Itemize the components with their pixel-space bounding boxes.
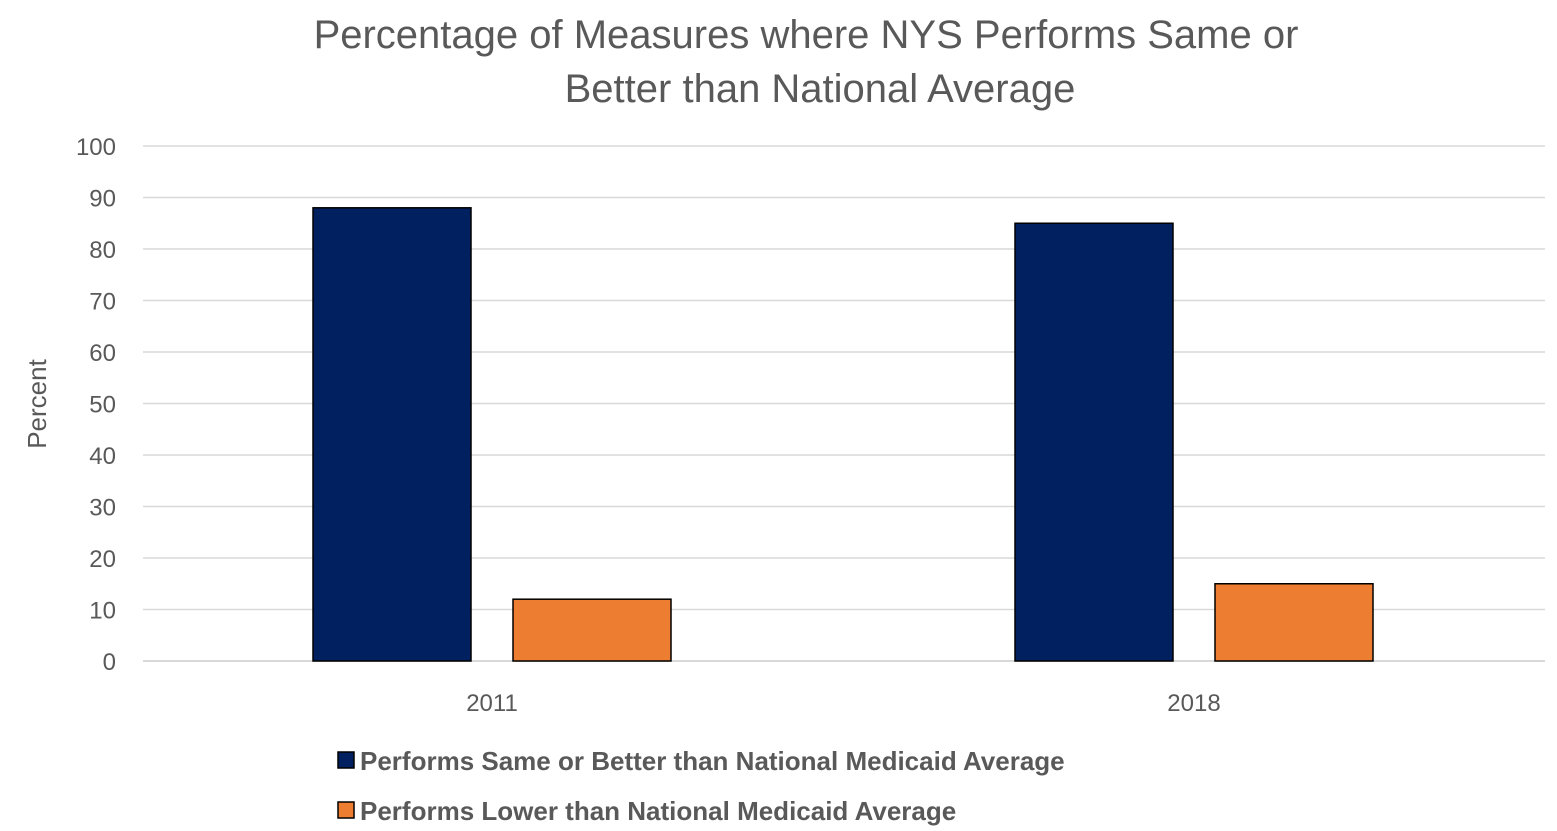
y-tick-label: 50 <box>89 392 116 419</box>
legend-swatch <box>337 751 355 769</box>
legend: Performs Same or Better than National Me… <box>337 746 1065 826</box>
y-tick-label: 100 <box>76 134 116 161</box>
y-tick-label: 0 <box>103 649 116 676</box>
legend-label: Performs Lower than National Medicaid Av… <box>360 796 956 826</box>
x-tick-label: 2011 <box>466 690 518 717</box>
y-tick-label: 70 <box>89 289 116 316</box>
chart-title: Percentage of Measures where NYS Perform… <box>314 13 1299 111</box>
legend-label: Performs Same or Better than National Me… <box>360 746 1065 776</box>
y-tick-label: 90 <box>89 186 116 213</box>
x-axis-ticks: 2011 2018 <box>466 690 1221 717</box>
y-axis-ticks: 0 10 20 30 40 50 60 70 80 90 100 <box>76 134 116 676</box>
y-tick-label: 30 <box>89 495 116 522</box>
bar-same-or-better-2011 <box>312 207 472 662</box>
bars <box>312 207 1374 662</box>
y-axis-label: Percent <box>22 358 52 448</box>
y-tick-label: 80 <box>89 237 116 264</box>
bar-lower-2018 <box>1214 583 1374 662</box>
y-tick-label: 20 <box>89 546 116 573</box>
chart-title-line-1: Percentage of Measures where NYS Perform… <box>314 13 1299 57</box>
chart-title-line-2: Better than National Average <box>565 67 1076 111</box>
bar-lower-2011 <box>512 598 672 662</box>
y-tick-label: 40 <box>89 443 116 470</box>
bar-same-or-better-2018 <box>1014 222 1174 662</box>
legend-swatch <box>337 801 355 819</box>
y-tick-label: 10 <box>89 598 116 625</box>
x-tick-label: 2018 <box>1167 690 1220 717</box>
y-tick-label: 60 <box>89 340 116 367</box>
